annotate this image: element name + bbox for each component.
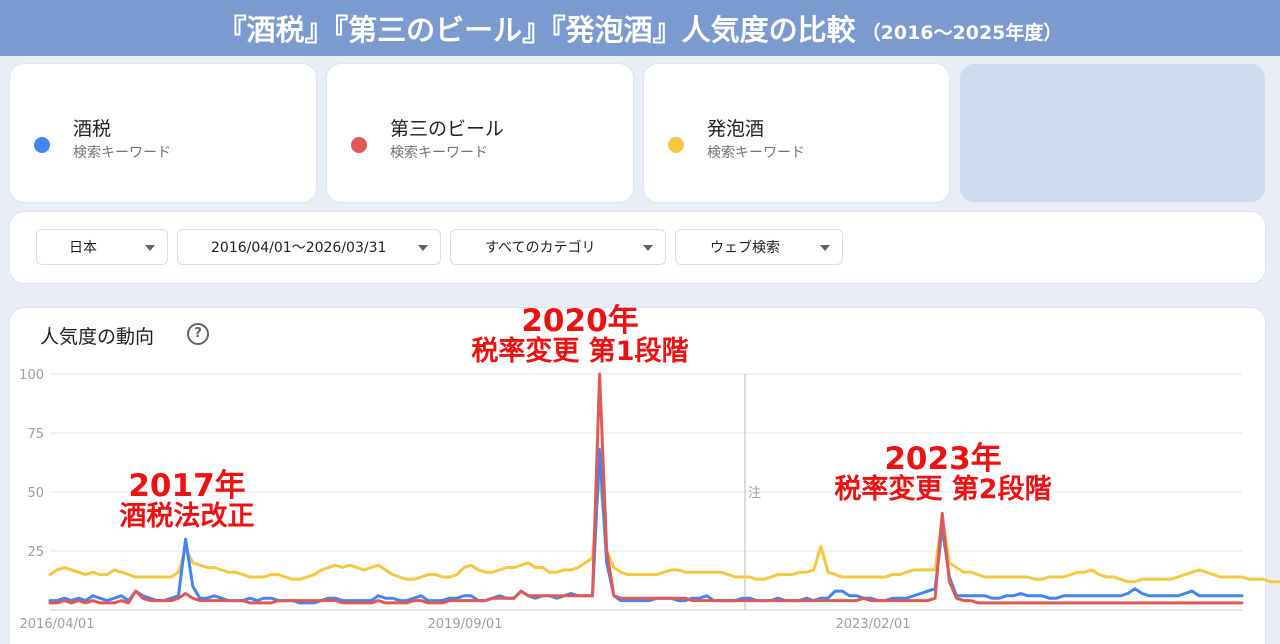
- page-subtitle: （2016～2025年度）: [861, 21, 1063, 44]
- keyword-type: 検索キーワード: [707, 145, 805, 161]
- filter-bar: 日本 2016/04/01～2026/03/31 すべてのカテゴリ ウェブ検索: [10, 212, 1265, 283]
- keyword-name: 発泡酒: [707, 118, 765, 140]
- series-dot-icon: [351, 137, 367, 153]
- header-banner: 『酒税』『第三のビール』『発泡酒』人気度の比較 （2016～2025年度）: [0, 0, 1280, 56]
- annotation-2023: 2023年 税率変更 第2段階: [793, 443, 1093, 504]
- keyword-type: 検索キーワード: [390, 145, 488, 161]
- y-tick-label: 100: [19, 368, 44, 383]
- annotation-desc: 税率変更 第1段階: [471, 335, 689, 367]
- divider-note-label: 注: [748, 486, 761, 501]
- category-label: すべてのカテゴリ: [485, 240, 596, 256]
- keyword-card-3[interactable]: 発泡酒 検索キーワード: [644, 64, 949, 202]
- keyword-name: 酒税: [73, 118, 112, 140]
- series-dot-icon: [34, 137, 50, 153]
- period-label: 2016/04/01～2026/03/31: [211, 240, 387, 256]
- y-tick-label: 25: [27, 545, 44, 560]
- keyword-card-1[interactable]: 酒税 検索キーワード: [10, 64, 316, 202]
- annotation-year: 2020年: [521, 303, 639, 339]
- page-title: 『酒税』『第三のビール』『発泡酒』人気度の比較: [217, 13, 856, 47]
- series-line-1: [48, 448, 1244, 605]
- dropdown-caret-icon: [145, 245, 155, 251]
- y-tick-label: 75: [27, 427, 44, 442]
- keyword-card-2[interactable]: 第三のビール 検索キーワード: [327, 64, 633, 202]
- series-line-2: [48, 372, 1244, 605]
- series-dot-icon: [668, 137, 684, 153]
- annotation-2020: 2020年 税率変更 第1段階: [430, 305, 730, 366]
- add-comparison-card[interactable]: [960, 64, 1265, 202]
- category-select[interactable]: すべてのカテゴリ: [450, 229, 666, 265]
- region-select[interactable]: 日本: [36, 229, 168, 265]
- chart-title: 人気度の動向: [40, 326, 155, 348]
- annotation-desc: 税率変更 第2段階: [834, 473, 1052, 505]
- chart-panel: [10, 308, 1265, 644]
- help-icon[interactable]: ?: [187, 323, 209, 345]
- search-type-label: ウェブ検索: [710, 240, 780, 256]
- x-tick-label: 2016/04/01: [20, 617, 95, 632]
- annotation-desc: 酒税法改正: [119, 500, 255, 532]
- keyword-name: 第三のビール: [390, 118, 505, 140]
- x-tick-label: 2019/09/01: [428, 617, 503, 632]
- dropdown-caret-icon: [643, 245, 653, 251]
- annotation-2017: 2017年 酒税法改正: [92, 470, 282, 531]
- keyword-type: 検索キーワード: [73, 145, 171, 161]
- search-type-select[interactable]: ウェブ検索: [675, 229, 843, 265]
- dropdown-caret-icon: [820, 245, 830, 251]
- y-tick-label: 50: [27, 486, 44, 501]
- series-line-3: [48, 471, 1280, 584]
- annotation-year: 2017年: [128, 468, 246, 504]
- annotation-year: 2023年: [884, 441, 1002, 477]
- region-label: 日本: [69, 240, 97, 256]
- x-tick-label: 2023/02/01: [836, 617, 911, 632]
- period-select[interactable]: 2016/04/01～2026/03/31: [177, 229, 441, 265]
- dropdown-caret-icon: [418, 245, 428, 251]
